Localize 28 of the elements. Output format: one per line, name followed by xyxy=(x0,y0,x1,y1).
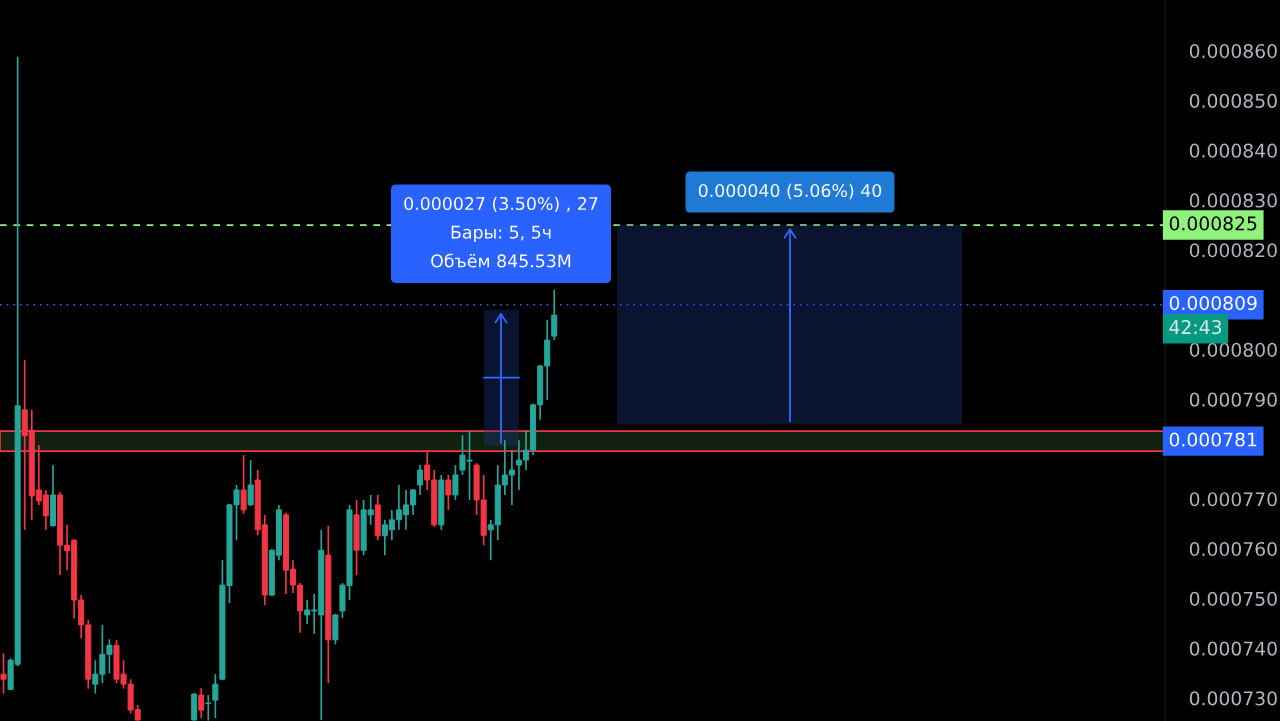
ref-line-label: 0.000825 xyxy=(1169,216,1257,231)
candlestick xyxy=(417,464,424,496)
y-tick-label: 0.000830 xyxy=(1189,193,1277,208)
y-tick-label: 0.000730 xyxy=(1189,691,1277,706)
text: 42:43 xyxy=(1169,319,1222,335)
candlestick xyxy=(240,454,247,515)
candlestick xyxy=(198,687,205,719)
y-tick-label: 0.000820 xyxy=(1189,243,1277,258)
candlestick xyxy=(247,459,254,507)
candlestick xyxy=(212,673,219,719)
y-tick-label: 0.000840 xyxy=(1189,143,1277,158)
candlestick xyxy=(205,694,212,721)
y-tick-label: 0.000800 xyxy=(1189,342,1277,357)
candlestick xyxy=(0,652,7,695)
y-tick-label: 0.000850 xyxy=(1189,93,1277,108)
annotation: 0.000040 (5.06%) 40 xyxy=(698,183,882,200)
candlestick xyxy=(445,474,452,511)
band-label: 0.000781 xyxy=(1169,432,1257,447)
y-tick-label: 0.000740 xyxy=(1189,641,1277,656)
y-tick-label: 0.000760 xyxy=(1189,541,1277,557)
candlestick xyxy=(551,288,558,341)
y-tick-label: 0.000750 xyxy=(1189,591,1277,606)
y-tick-label: 0.000790 xyxy=(1189,392,1277,407)
y-tick-label: 0.000860 xyxy=(1189,44,1277,59)
ref-line-label: 0.000809 xyxy=(1169,295,1257,311)
y-tick-label: 0.000770 xyxy=(1189,492,1277,507)
candlestick xyxy=(452,464,459,501)
annotation: 0.000027 (3.50%) , 27 Бары: 5, 5ч Объём 845.53M xyxy=(404,196,598,268)
